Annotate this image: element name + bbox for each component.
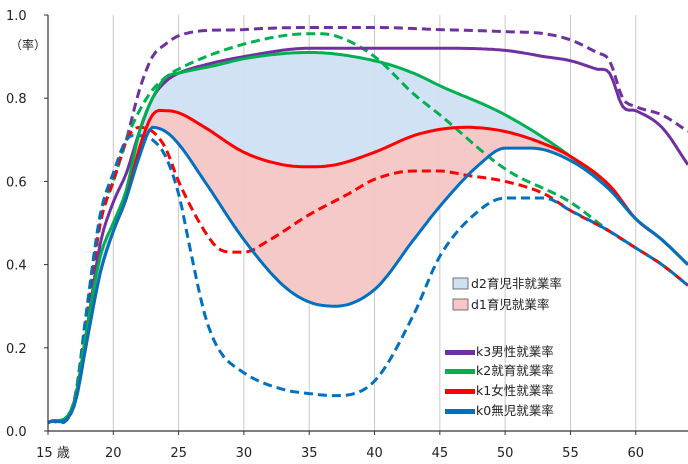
legend-swatch	[445, 369, 475, 374]
shaded-areas	[51, 52, 630, 422]
area-d1	[129, 110, 630, 307]
x-tick-label: 35	[301, 446, 318, 461]
legend-swatch	[445, 350, 475, 355]
y-tick-label: 0.4	[6, 259, 27, 274]
x-tick-label: 30	[236, 446, 253, 461]
x-tick-label: 25	[170, 446, 187, 461]
series-line-k3_dashed	[47, 26, 688, 425]
legend-swatch	[445, 409, 475, 414]
legend-swatch	[445, 389, 475, 394]
y-tick-label: 0.8	[6, 92, 27, 107]
x-tick-label: 50	[497, 446, 514, 461]
x-tick-label: 15 歳	[36, 446, 70, 461]
legend-label: k0無児就業率	[476, 403, 554, 418]
series-line-k2_dashed	[47, 32, 688, 425]
y-tick-label: 1.0	[6, 9, 27, 24]
axes: 15 歳 20 25 30 35 40 45 50 55 60 0.0 0.2 0.4 0.6 0.8 1.0	[6, 9, 688, 461]
y-tick-label: 0.0	[6, 425, 27, 440]
legend-label: k2就育就業率	[476, 363, 554, 378]
legend-swatch	[452, 298, 469, 311]
series-line-k0_dashed	[47, 133, 688, 425]
legend-label: k1女性就業率	[476, 383, 554, 398]
x-tick-label: 20	[105, 446, 122, 461]
x-tick-label: 45	[432, 446, 449, 461]
x-tick-label: 55	[562, 446, 579, 461]
legend-swatch	[452, 277, 469, 290]
y-unit-label: （率）	[10, 37, 46, 52]
legend: d2育児非就業率 d1育児就業率 k3男性就業率 k2就育就業率 k1女性就業率 k0無児…	[445, 276, 562, 418]
series-lines	[47, 26, 688, 425]
legend-label: k3男性就業率	[476, 344, 554, 359]
x-tick-label: 60	[627, 446, 644, 461]
legend-label: d2育児非就業率	[471, 276, 562, 291]
legend-label: d1育児就業率	[471, 297, 549, 312]
y-tick-label: 0.6	[6, 175, 27, 190]
series-line-k0_solid	[47, 125, 688, 425]
x-tick-label: 40	[366, 446, 383, 461]
area-d2	[51, 52, 568, 422]
y-tick-label: 0.2	[6, 342, 27, 357]
series-line-k1_solid	[47, 108, 688, 425]
